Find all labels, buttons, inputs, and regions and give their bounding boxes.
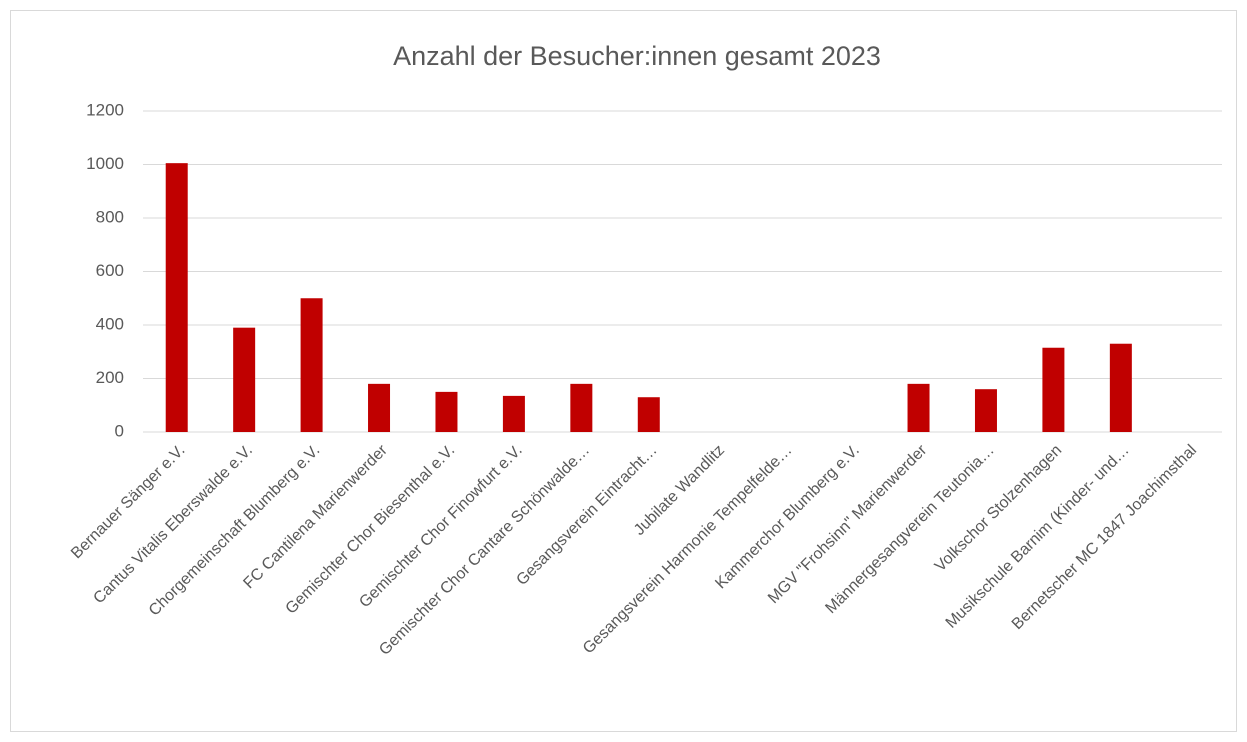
bar: [300, 298, 323, 432]
bar: [637, 397, 660, 432]
bar: [974, 389, 997, 432]
bar: [165, 163, 188, 432]
y-tick-label: 600: [96, 261, 124, 280]
bar: [502, 395, 525, 432]
y-tick-label: 800: [96, 207, 124, 226]
y-tick-label: 0: [115, 421, 124, 440]
bar: [907, 383, 930, 432]
y-tick-label: 1200: [86, 100, 124, 119]
bar: [1109, 343, 1132, 432]
bar: [435, 391, 458, 432]
bar: [233, 327, 256, 432]
chart-border: [10, 10, 1237, 732]
bar: [368, 383, 391, 432]
y-tick-label: 400: [96, 314, 124, 333]
chart-title: Anzahl der Besucher:innen gesamt 2023: [393, 41, 881, 71]
bar: [1042, 347, 1065, 432]
y-tick-label: 200: [96, 368, 124, 387]
bar: [570, 383, 593, 432]
y-tick-label: 1000: [86, 154, 124, 173]
